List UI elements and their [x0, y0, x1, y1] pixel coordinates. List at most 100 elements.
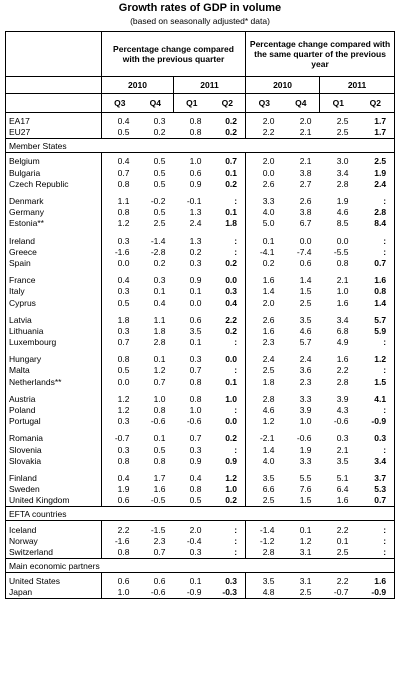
quarter: Q3 — [245, 93, 283, 113]
value-cell: 3.3 — [299, 455, 312, 466]
value-cell: 1.8 — [101, 314, 138, 326]
value-cell: 1.0 — [299, 416, 312, 427]
value-cell: 1.6 — [245, 275, 283, 287]
quarter-row: Q3 Q4 Q1 Q2 Q3 Q4 Q1 Q2 — [5, 93, 395, 113]
spacer-cell — [101, 229, 138, 236]
value-cell: 0.3 — [137, 112, 174, 128]
value-cell: 3.4 — [336, 314, 349, 325]
value-cell: 1.3 — [189, 235, 202, 246]
group-heading: Percentage change compared with the same… — [245, 31, 395, 77]
year: 2010 — [245, 76, 320, 94]
value-cell: 3.8 — [299, 167, 312, 178]
value-cell: 0.7 — [374, 257, 387, 268]
value-cell: 0.2 — [245, 257, 283, 270]
value-cell: 6.4 — [336, 484, 349, 495]
value-cell: 0.0 — [225, 416, 238, 427]
value-cell: 1.4 — [245, 444, 283, 456]
value-cell: 0.8 — [101, 178, 138, 190]
spacer — [6, 229, 395, 236]
value-cell: 2.6 — [245, 178, 283, 190]
value-cell: : — [234, 365, 238, 376]
value-cell: 5.7 — [374, 314, 387, 325]
value-cell: 0.8 — [101, 455, 138, 467]
value-cell: -0.9 — [371, 416, 387, 427]
value-cell: -0.4 — [186, 535, 202, 546]
value-cell: 1.2 — [153, 365, 166, 376]
data-row: Poland 1.2 0.8 1.0:4.6 3.9 4.3: — [6, 404, 395, 417]
data-row: EU27 0.5 0.2 0.8 0.2 2.2 2.1 2.5 1.7 — [6, 127, 395, 139]
value-cell: -7.4 — [296, 246, 312, 257]
value-cell: 5.9 — [374, 325, 387, 336]
value-cell: 0.1 — [153, 433, 166, 444]
data-row: Bulgaria 0.7 0.5 0.6 0.1 0.0 3.8 3.4 1.9 — [6, 167, 395, 179]
data-row: Denmark 1.1 -0.2 -0.1:3.3 2.6 1.9: — [6, 195, 395, 208]
value-cell: 2.4 — [189, 218, 202, 229]
value-cell: 0.7 — [225, 156, 238, 167]
data-row: Romania -0.7 0.1 0.7 0.2 -2.1 -0.6 0.3 0.3 — [6, 433, 395, 445]
value-cell: 0.2 — [225, 127, 238, 138]
value-cell: 2.4 — [374, 178, 387, 189]
row-label: Czech Republic — [9, 178, 69, 189]
spacer-cell — [101, 348, 138, 355]
value-cell: 4.0 — [245, 207, 283, 219]
value-cell: 5.5 — [299, 472, 312, 483]
value-cell: 2.0 — [189, 524, 202, 535]
section-row: Member States — [5, 138, 395, 154]
value-cell: -5.5 — [333, 246, 349, 257]
value-cell: 2.4 — [245, 354, 283, 366]
data-row: Czech Republic 0.8 0.5 0.9 0.2 2.6 2.7 2.8 2.4 — [6, 178, 395, 190]
value-cell: : — [383, 444, 387, 455]
group-heading: Percentage change compared with the prev… — [100, 31, 246, 77]
value-cell: 0.2 — [153, 257, 166, 268]
value-cell: 1.4 — [374, 297, 387, 308]
spacer-cell — [101, 466, 138, 473]
value-cell: 0.8 — [173, 112, 210, 128]
value-cell: 2.2 — [225, 314, 238, 325]
value-cell: 0.7 — [189, 365, 202, 376]
spacer — [6, 427, 395, 434]
value-cell: 2.8 — [245, 393, 283, 405]
section-title: Main economic partners — [5, 558, 395, 573]
value-cell: 0.3 — [189, 546, 202, 557]
value-cell: 0.1 — [153, 286, 166, 297]
data-row: Italy 0.3 0.1 0.1 0.3 1.4 1.5 1.0 0.8 — [6, 286, 395, 298]
value-cell: 7.6 — [299, 484, 312, 495]
value-cell: 1.7 — [153, 472, 166, 483]
year-row: 2010 2011 2010 2011 — [5, 76, 395, 94]
data-row: Portugal 0.3 -0.6 -0.6 0.0 1.2 1.0 -0.6 -0.9 — [6, 416, 395, 428]
value-cell: 0.6 — [101, 572, 138, 588]
value-cell: 3.0 — [336, 156, 349, 167]
data-row: Hungary 0.8 0.1 0.3 0.0 2.4 2.4 1.6 1.2 — [6, 354, 395, 366]
value-cell: 0.8 — [189, 127, 202, 138]
value-cell: 0.3 — [101, 286, 138, 298]
value-cell: -0.7 — [101, 433, 138, 445]
value-cell: : — [383, 524, 387, 535]
value-cell: 2.1 — [299, 156, 312, 167]
row-label: Italy — [9, 286, 25, 297]
value-cell: -2.1 — [245, 433, 283, 445]
value-cell: 0.1 — [189, 337, 202, 348]
section-title: EFTA countries — [5, 506, 395, 522]
value-cell: 0.5 — [189, 495, 202, 506]
value-cell: 2.0 — [245, 112, 283, 128]
spacer-cell — [101, 189, 138, 196]
value-cell: 0.4 — [101, 275, 138, 287]
row-label: United States — [9, 576, 61, 587]
value-cell: 0.0 — [299, 235, 312, 246]
value-cell: 1.4 — [245, 286, 283, 298]
row-label: France — [9, 275, 36, 286]
value-cell: 0.5 — [101, 297, 138, 309]
spacer-cell — [245, 269, 283, 276]
value-cell: 1.2 — [101, 393, 138, 405]
value-cell: 0.0 — [336, 235, 349, 246]
value-cell: 2.5 — [245, 495, 283, 507]
data-row: United States 0.6 0.6 0.1 0.3 3.5 3.1 2.2 1.6 — [6, 572, 395, 588]
value-cell: : — [234, 235, 238, 246]
value-cell: 0.2 — [225, 325, 238, 336]
value-cell: 2.2 — [336, 576, 349, 587]
value-cell: 0.5 — [101, 365, 138, 377]
spacer — [6, 387, 395, 394]
value-cell: 4.0 — [245, 455, 283, 467]
data-row: Cyprus 0.5 0.4 0.0 0.4 2.0 2.5 1.6 1.4 — [6, 297, 395, 309]
